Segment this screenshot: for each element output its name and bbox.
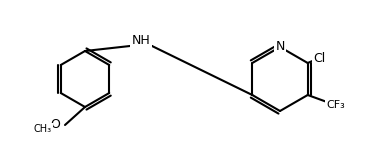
Text: N: N [275, 40, 285, 54]
Text: NH: NH [132, 33, 151, 46]
Text: Cl: Cl [314, 52, 326, 66]
Text: CH₃: CH₃ [34, 124, 52, 134]
Text: O: O [50, 118, 60, 131]
Text: CF₃: CF₃ [326, 100, 345, 110]
